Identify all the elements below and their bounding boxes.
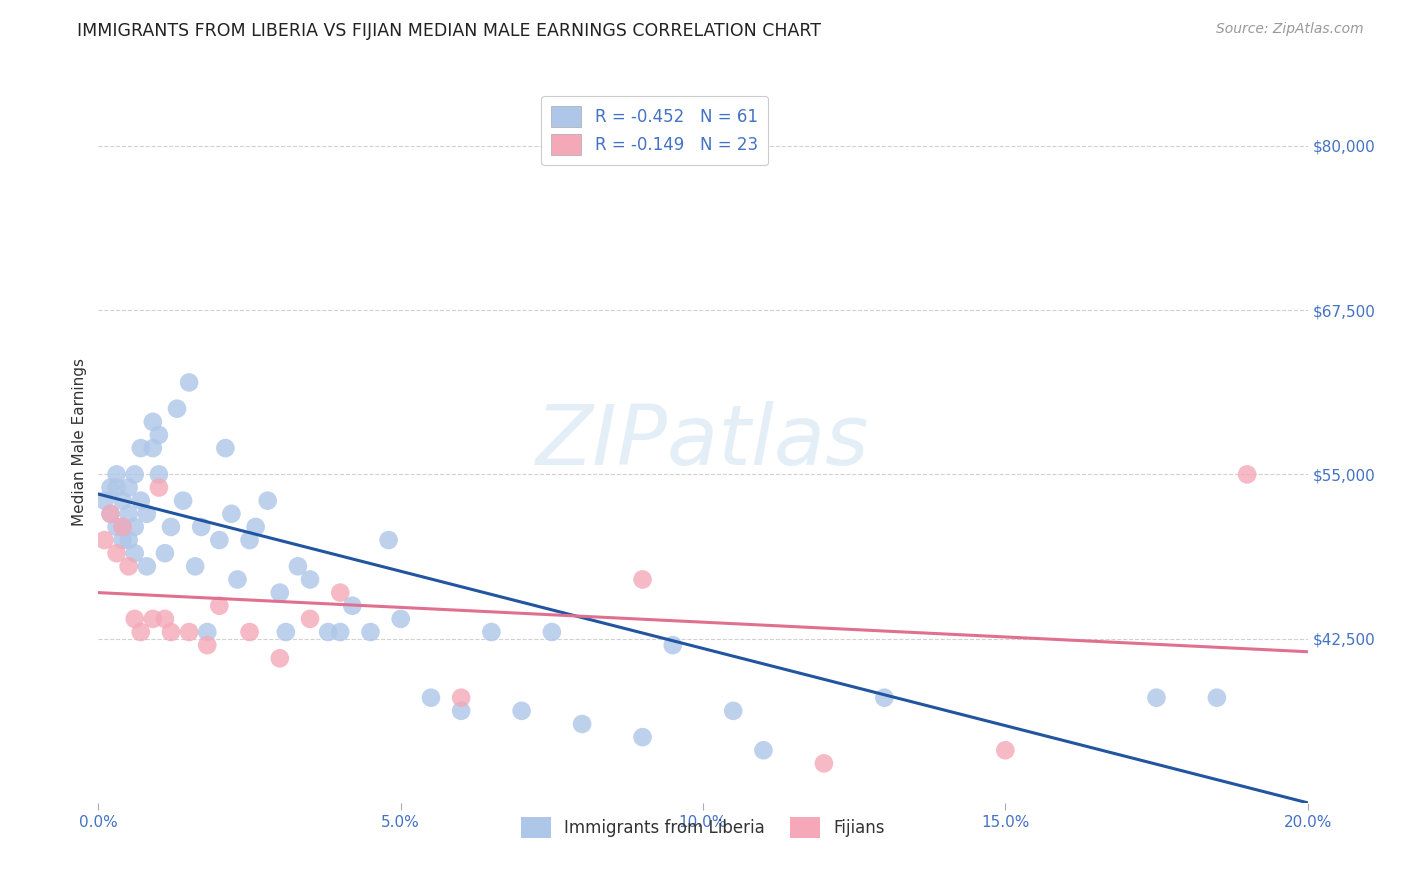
Point: [124, 546, 146, 560]
Y-axis label: Median Male Earnings: Median Male Earnings: [72, 358, 87, 525]
Point: [160, 625, 183, 640]
Point: [105, 481, 128, 495]
Point: [342, 599, 364, 613]
Point: [221, 507, 243, 521]
Point: [226, 573, 249, 587]
Point: [148, 467, 170, 482]
Point: [105, 520, 128, 534]
Point: [631, 573, 654, 587]
Point: [813, 756, 835, 771]
Point: [190, 520, 212, 534]
Point: [100, 507, 122, 521]
Point: [135, 507, 157, 521]
Point: [450, 704, 472, 718]
Point: [148, 481, 170, 495]
Point: [329, 625, 352, 640]
Point: [540, 625, 562, 640]
Point: [723, 704, 745, 718]
Point: [148, 428, 170, 442]
Point: [142, 441, 165, 455]
Point: [1206, 690, 1229, 705]
Point: [389, 612, 412, 626]
Point: [179, 625, 201, 640]
Point: [1144, 690, 1167, 705]
Point: [105, 467, 128, 482]
Point: [420, 690, 443, 705]
Point: [195, 638, 218, 652]
Point: [377, 533, 399, 547]
Point: [142, 612, 165, 626]
Point: [184, 559, 207, 574]
Point: [100, 507, 122, 521]
Point: [239, 533, 262, 547]
Point: [631, 730, 654, 744]
Point: [873, 690, 896, 705]
Point: [129, 441, 152, 455]
Point: [994, 743, 1017, 757]
Point: [153, 546, 176, 560]
Point: [160, 520, 183, 534]
Legend: Immigrants from Liberia, Fijians: Immigrants from Liberia, Fijians: [515, 810, 891, 845]
Point: [118, 559, 141, 574]
Point: [172, 493, 194, 508]
Point: [100, 481, 122, 495]
Point: [124, 467, 146, 482]
Point: [360, 625, 382, 640]
Point: [142, 415, 165, 429]
Point: [208, 599, 231, 613]
Point: [93, 493, 115, 508]
Text: ZIPatlas: ZIPatlas: [536, 401, 870, 482]
Point: [299, 612, 322, 626]
Point: [166, 401, 188, 416]
Point: [118, 507, 141, 521]
Point: [274, 625, 297, 640]
Point: [269, 585, 291, 599]
Point: [111, 533, 134, 547]
Point: [153, 612, 176, 626]
Text: IMMIGRANTS FROM LIBERIA VS FIJIAN MEDIAN MALE EARNINGS CORRELATION CHART: IMMIGRANTS FROM LIBERIA VS FIJIAN MEDIAN…: [77, 22, 821, 40]
Point: [135, 559, 157, 574]
Point: [239, 625, 262, 640]
Point: [1236, 467, 1258, 482]
Text: Source: ZipAtlas.com: Source: ZipAtlas.com: [1216, 22, 1364, 37]
Point: [245, 520, 267, 534]
Point: [752, 743, 775, 757]
Point: [129, 493, 152, 508]
Point: [269, 651, 291, 665]
Point: [124, 520, 146, 534]
Point: [111, 520, 134, 534]
Point: [208, 533, 231, 547]
Point: [195, 625, 218, 640]
Point: [661, 638, 683, 652]
Point: [93, 533, 115, 547]
Point: [571, 717, 593, 731]
Point: [129, 625, 152, 640]
Point: [329, 585, 352, 599]
Point: [450, 690, 472, 705]
Point: [111, 520, 134, 534]
Point: [256, 493, 278, 508]
Point: [118, 481, 141, 495]
Point: [124, 612, 146, 626]
Point: [299, 573, 322, 587]
Point: [510, 704, 533, 718]
Point: [105, 546, 128, 560]
Point: [118, 533, 141, 547]
Point: [481, 625, 503, 640]
Point: [214, 441, 236, 455]
Point: [179, 376, 201, 390]
Point: [316, 625, 339, 640]
Point: [287, 559, 309, 574]
Point: [111, 493, 134, 508]
